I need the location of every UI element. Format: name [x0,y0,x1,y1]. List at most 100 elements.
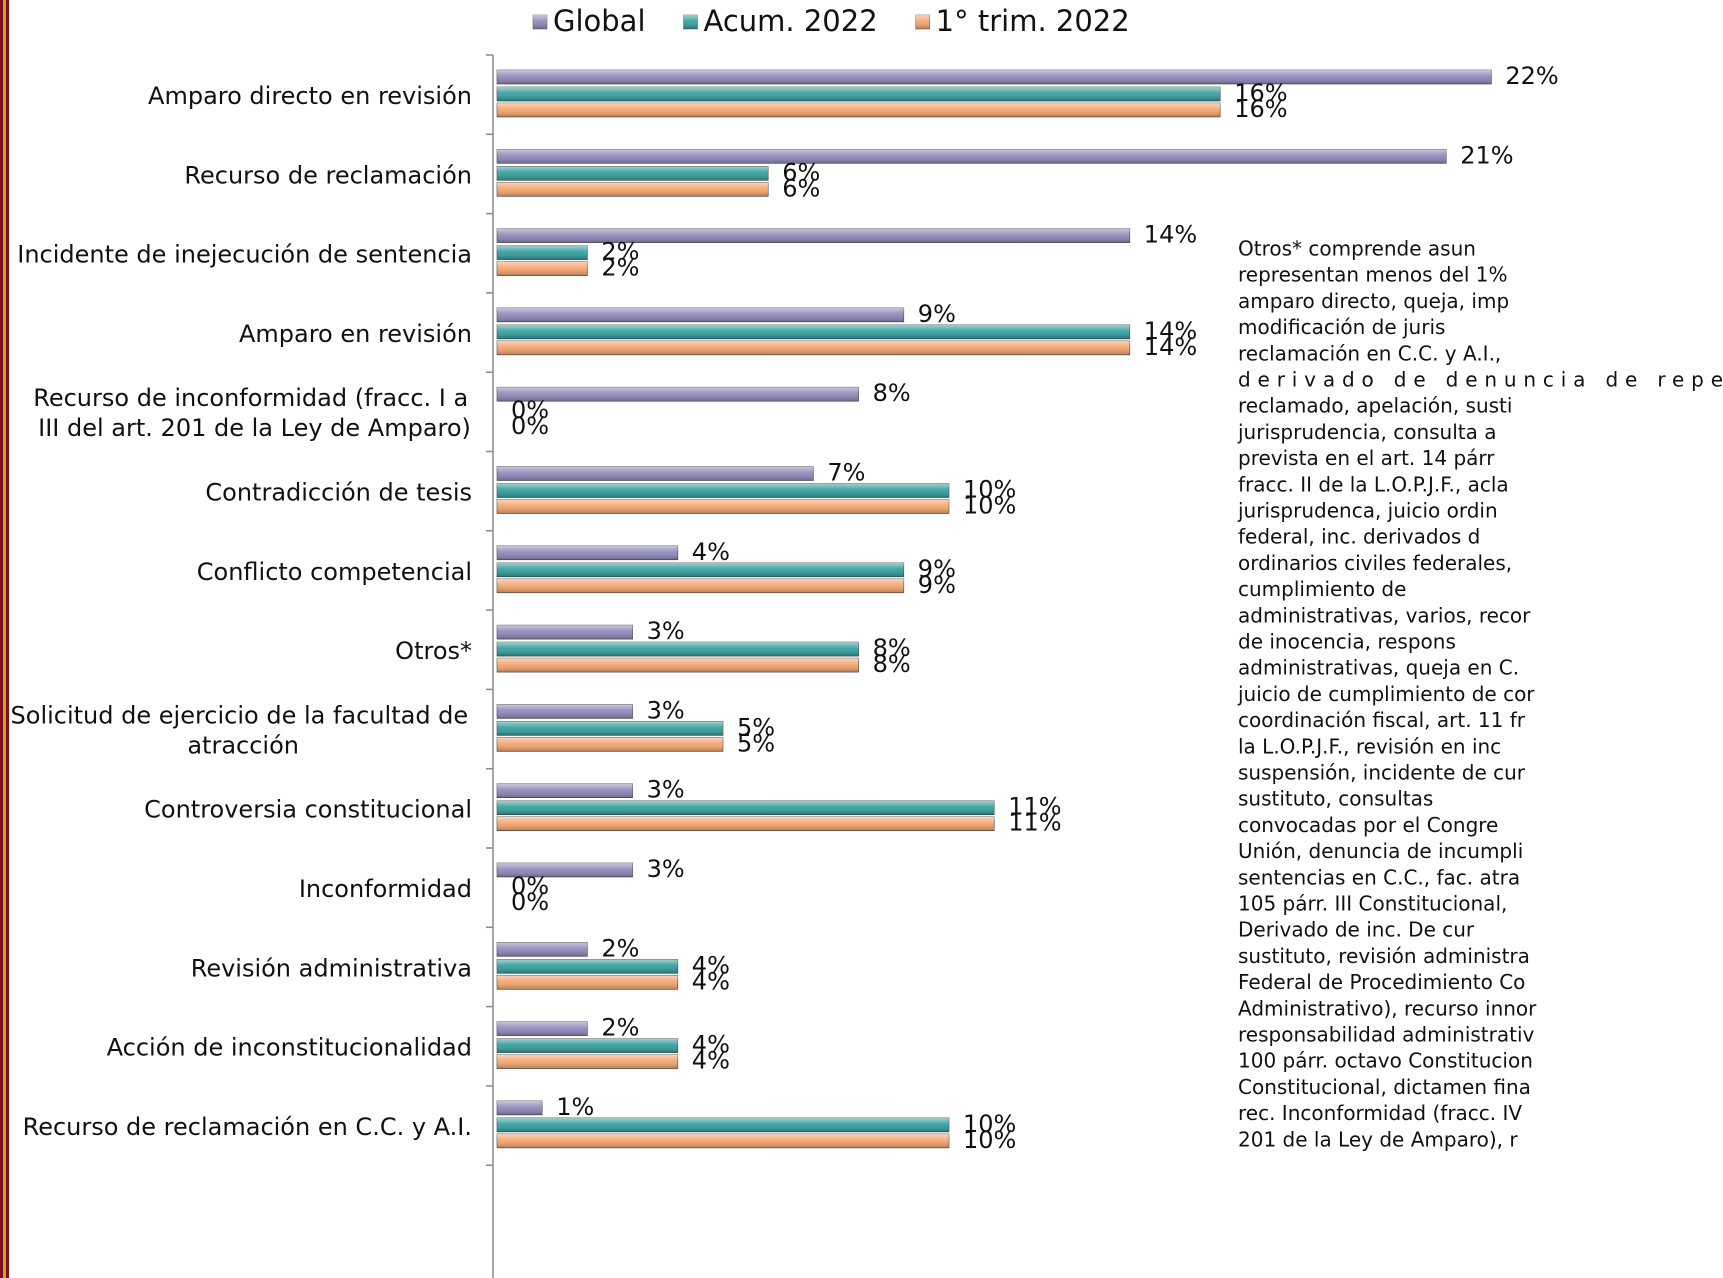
data-label: 11% [1008,793,1061,821]
data-label: 8% [873,379,911,407]
bar-shine [497,1021,588,1036]
y-tick-label: Incidente de inejecución de sentencia [17,241,472,269]
note-line: jurisprudencia, consulta a [1237,420,1497,444]
bar-shine [497,737,723,752]
note-line: sustituto, consultas [1238,787,1433,811]
bar-shine [497,499,949,514]
data-label: 4% [692,951,730,979]
y-tick-label: Amparo directo en revisión [148,82,472,110]
bar-shine [497,975,678,990]
note-line: federal, inc. derivados d [1238,525,1480,549]
bar-shine [497,70,1492,84]
data-label: 3% [647,617,685,645]
note-line: la L.O.P.J.F., revisión en inc [1238,734,1501,758]
data-label: 8% [873,634,911,662]
note-line: amparo directo, queja, imp [1238,289,1509,313]
y-tick-label: Acción de inconstitucionalidad [107,1034,472,1062]
y-tick-label: Otros* [395,637,472,665]
bar-shine [497,721,723,736]
data-label: 4% [692,538,730,566]
data-label: 0% [511,888,549,916]
bar-shine [497,182,769,197]
bar-shine [497,340,1130,355]
note-line: representan menos del 1% [1238,263,1508,287]
bar-shine [497,103,1221,117]
bar-shine [497,816,995,831]
bar-shine [497,959,678,974]
data-label: 10% [963,492,1016,520]
bar-shine [497,1038,678,1053]
data-label: 14% [1144,333,1197,361]
bar-shine [497,704,633,719]
bar-shine [497,1133,949,1148]
y-tick-label: Inconformidad [299,875,472,903]
note-line: coordinación fiscal, art. 11 fr [1238,708,1526,732]
note-line: reclamación en C.C. y A.I., [1238,341,1501,365]
data-label: 21% [1460,141,1513,169]
data-label: 22% [1505,62,1558,90]
legend-label: Global [553,4,646,38]
note-line: Derivado de inc. De cur [1238,918,1475,942]
y-tick-label: Contradicción de tesis [205,479,472,507]
note-line: 105 párr. III Constitucional, [1238,892,1507,916]
bar-shine [497,578,904,593]
data-label: 10% [963,1110,1016,1138]
note-line: juicio de cumplimiento de cor [1237,682,1535,706]
data-label: 9% [918,555,956,583]
data-label: 11% [1008,809,1061,837]
note-line: cumplimiento de [1238,577,1406,601]
bar-shine [497,800,995,815]
note-line: rec. Inconformidad (fracc. IV [1238,1101,1522,1125]
bar-shine [497,1100,543,1115]
data-label: 2% [601,934,639,962]
note-line: derivado de denuncia de repe [1238,368,1723,392]
bar-shine [497,942,588,957]
y-tick-label: Recurso de inconformidad (fracc. I a III… [33,384,476,442]
note-line: modificación de juris [1238,315,1445,339]
data-label: 6% [782,158,820,186]
bar-shine [497,483,949,498]
y-tick-label: Conflicto competencial [197,558,472,586]
bar-shine [497,387,859,402]
note-line: administrativas, varios, recor [1238,603,1531,627]
bar-shine [497,642,859,657]
legend-marker-shine [533,15,547,29]
note-line: jurisprudenca, juicio ordin [1237,499,1498,523]
y-tick-label: Amparo en revisión [239,320,472,348]
bar-shine [497,1117,949,1132]
note-line: Unión, denuncia de incumpli [1238,839,1523,863]
note-line: responsabilidad administrativ [1238,1023,1535,1047]
data-label: 16% [1234,95,1287,123]
note-line: Otros* comprende asun [1238,237,1476,261]
data-label: 16% [1234,79,1287,107]
bar-shine [497,149,1447,164]
data-label: 5% [737,729,775,757]
legend-marker-shine [683,15,698,29]
note-line: convocadas por el Congre [1238,813,1498,837]
data-label: 14% [1144,317,1197,345]
data-label: 10% [963,476,1016,504]
data-label: 2% [601,1014,639,1042]
data-label: 14% [1144,221,1197,249]
y-tick-label: Controversia constitucional [144,796,472,824]
side-border-stripe [3,0,6,1278]
note-line: de inocencia, respons [1238,630,1456,654]
note-line: reclamado, apelación, susti [1238,394,1512,418]
data-label: 9% [918,571,956,599]
bar-shine [497,166,769,181]
data-label: 2% [601,238,639,266]
note-line: suspensión, incidente de cur [1238,761,1526,785]
bar-shine [497,324,1130,339]
bar-shine [497,545,678,560]
data-label: 1% [556,1093,594,1121]
note-line: administrativas, queja en C. [1238,656,1519,680]
data-label: 9% [918,300,956,328]
note-line: 201 de la Ley de Amparo), r [1238,1127,1518,1151]
note-line: 100 párr. octavo Constitucion [1238,1049,1533,1073]
bar-shine [497,658,859,673]
data-label: 3% [647,776,685,804]
y-tick-label: Recurso de reclamación en C.C. y A.I. [23,1113,472,1141]
note-line: sustituto, revisión administra [1238,944,1530,968]
